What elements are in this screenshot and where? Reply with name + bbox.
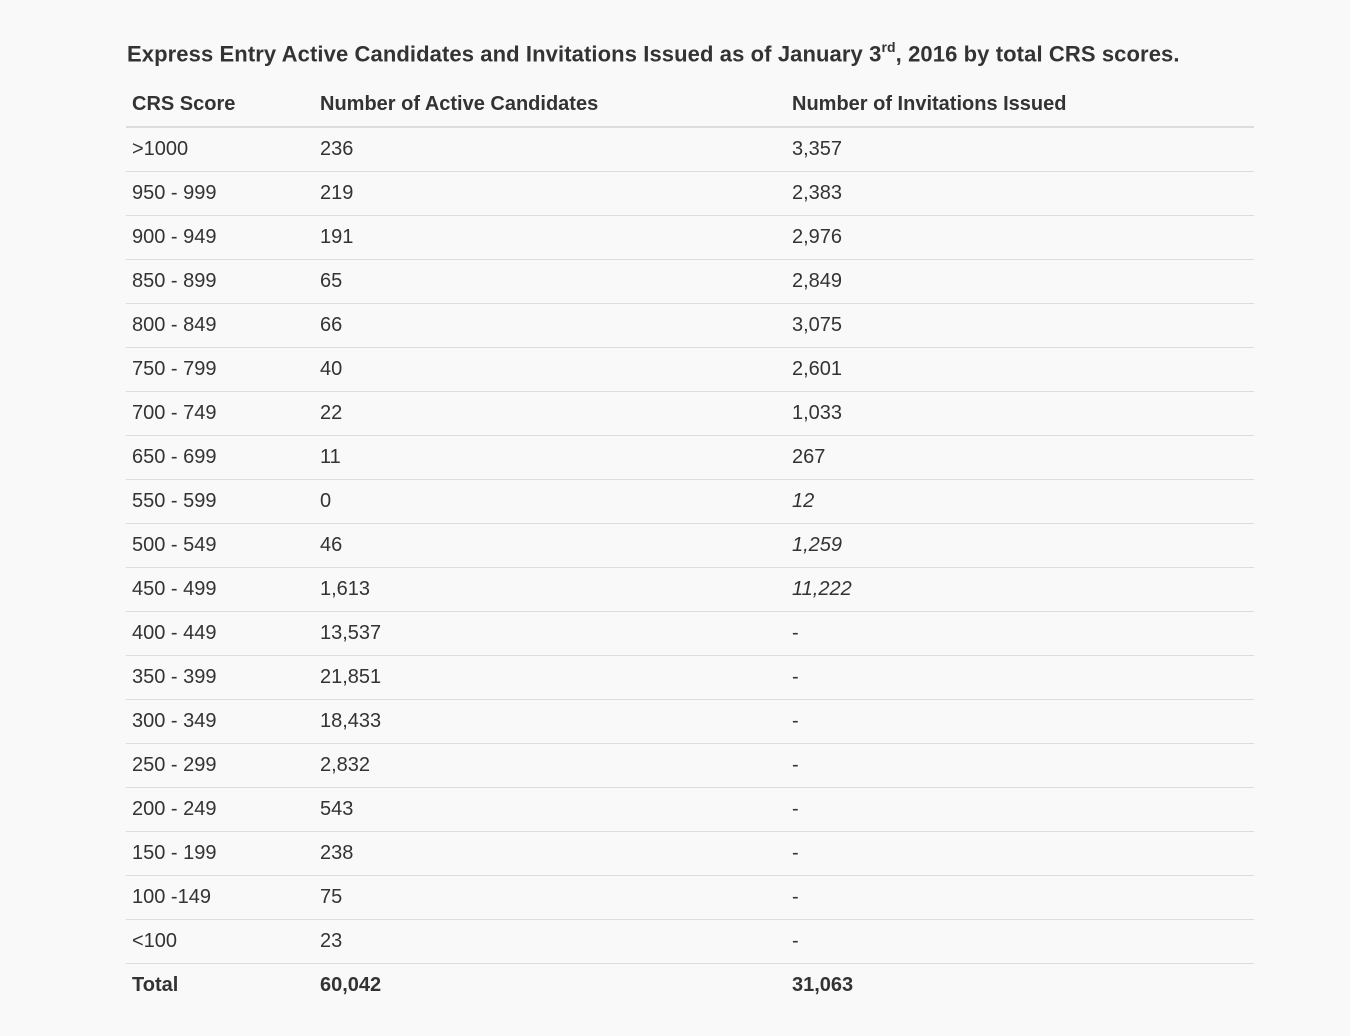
cell-active-candidates: 0 <box>314 479 786 524</box>
table-row: 400 - 449 13,537- <box>126 611 1254 656</box>
cell-invitations-issued: 1,259 <box>786 523 1254 568</box>
cell-crs-score: 250 - 299 <box>126 743 314 788</box>
cell-crs-score: 300 - 349 <box>126 699 314 744</box>
caption-superscript: rd <box>881 39 896 55</box>
cell-active-candidates: 219 <box>314 171 786 216</box>
total-active-candidates: 60,042 <box>320 974 382 996</box>
cell-active-candidates: 191 <box>314 215 786 260</box>
cell-invitations-issued: 12 <box>786 479 1254 524</box>
table-body: >1000 236 3,357 950 - 999 219 2,383 900 - 949 1… <box>126 127 1254 1007</box>
cell-invitations-issued: 2,601 <box>786 347 1254 392</box>
table-row: 700 - 749 22 1,033 <box>126 391 1254 436</box>
table-row: 450 - 499 1,613 11,222 <box>126 567 1254 612</box>
cell-invitations-issued: - <box>786 611 1254 656</box>
cell-crs-score: 650 - 699 <box>126 435 314 480</box>
cell-invitations-issued: - <box>786 831 1254 876</box>
cell-crs-score: 500 - 549 <box>126 523 314 568</box>
cell-active-candidates: 21,851 <box>314 655 786 700</box>
cell-invitations-issued: - <box>786 919 1254 964</box>
header-active-candidates: Number of Active Candidates <box>314 83 786 128</box>
caption-text-start: Express Entry Active Candidates and Invi… <box>127 41 882 67</box>
total-invitations-issued: 31,063 <box>792 974 854 996</box>
table-row: 850 - 899 65 2,849 <box>126 259 1254 304</box>
cell-invitations-issued: - <box>786 699 1254 744</box>
cell-active-candidates: 40 <box>314 347 786 392</box>
cell-crs-score: 200 - 249 <box>126 787 314 832</box>
cell-active-candidates: 13,537 <box>314 611 786 656</box>
cell-crs-score: 750 - 799 <box>126 347 314 392</box>
cell-active-candidates: 46 <box>314 523 786 568</box>
cell-crs-score: 700 - 749 <box>126 391 314 436</box>
table-caption: Express Entry Active Candidates and Invi… <box>127 39 1180 67</box>
cell-invitations-issued: 2,976 <box>786 215 1254 260</box>
cell-active-candidates: 543 <box>314 787 786 832</box>
table-row: 350 - 399 21,851- <box>126 655 1254 700</box>
cell-invitations-issued: 267 <box>786 435 1254 480</box>
table-row: 750 - 799 40 2,601 <box>126 347 1254 392</box>
table-row: 150 - 199 238- <box>126 831 1254 876</box>
cell-crs-score: 550 - 599 <box>126 479 314 524</box>
crs-score-table: CRS Score Number of Active Candidates Nu… <box>126 83 1254 1007</box>
cell-invitations-issued: - <box>786 655 1254 700</box>
cell-crs-score: 350 - 399 <box>126 655 314 700</box>
cell-invitations-issued: 11,222 <box>786 567 1254 612</box>
cell-active-candidates: 236 <box>314 127 786 172</box>
caption-text-end: , 2016 by total CRS scores. <box>895 41 1180 67</box>
table-row: 250 - 299 2,832- <box>126 743 1254 788</box>
header-crs-score: CRS Score <box>126 83 314 128</box>
cell-crs-score: 950 - 999 <box>126 171 314 216</box>
cell-invitations-issued: - <box>786 875 1254 920</box>
cell-invitations-issued: 2,849 <box>786 259 1254 304</box>
cell-active-candidates: 11 <box>314 435 786 480</box>
table-row: 550 - 599 0 12 <box>126 479 1254 524</box>
cell-crs-score: 150 - 199 <box>126 831 314 876</box>
cell-invitations-issued: 3,075 <box>786 303 1254 348</box>
cell-active-candidates: 18,433 <box>314 699 786 744</box>
cell-active-candidates: 66 <box>314 303 786 348</box>
cell-active-candidates: 2,832 <box>314 743 786 788</box>
total-label: Total <box>132 974 179 996</box>
cell-crs-score: 800 - 849 <box>126 303 314 348</box>
cell-crs-score: <100 <box>126 919 314 964</box>
table-row: >1000 236 3,357 <box>126 127 1254 172</box>
cell-active-candidates: 23 <box>314 919 786 964</box>
table-total-row: Total 60,042 31,063 <box>126 964 1254 1008</box>
cell-invitations-issued: 2,383 <box>786 171 1254 216</box>
cell-active-candidates: 238 <box>314 831 786 876</box>
cell-invitations-issued: 3,357 <box>786 127 1254 172</box>
table-row: 200 - 249 543- <box>126 787 1254 832</box>
cell-crs-score: 400 - 449 <box>126 611 314 656</box>
cell-active-candidates: 22 <box>314 391 786 436</box>
cell-crs-score: 900 - 949 <box>126 215 314 260</box>
table-row: <100 23- <box>126 919 1254 964</box>
cell-invitations-issued: - <box>786 787 1254 832</box>
table-row: 100 -149 75- <box>126 875 1254 920</box>
cell-active-candidates: 65 <box>314 259 786 304</box>
table-row: 300 - 349 18,433- <box>126 699 1254 744</box>
cell-invitations-issued: 1,033 <box>786 391 1254 436</box>
cell-crs-score: 850 - 899 <box>126 259 314 304</box>
table-row: 650 - 699 11 267 <box>126 435 1254 480</box>
table-header-row: CRS Score Number of Active Candidates Nu… <box>126 83 1254 128</box>
table-row: 900 - 949 191 2,976 <box>126 215 1254 260</box>
cell-active-candidates: 75 <box>314 875 786 920</box>
table-row: 800 - 849 66 3,075 <box>126 303 1254 348</box>
table-row: 950 - 999 219 2,383 <box>126 171 1254 216</box>
table-row: 500 - 549 46 1,259 <box>126 523 1254 568</box>
header-invitations-issued: Number of Invitations Issued <box>786 83 1254 128</box>
cell-invitations-issued: - <box>786 743 1254 788</box>
cell-crs-score: 450 - 499 <box>126 567 314 612</box>
cell-crs-score: >1000 <box>126 127 314 172</box>
cell-crs-score: 100 -149 <box>126 875 314 920</box>
cell-active-candidates: 1,613 <box>314 567 786 612</box>
